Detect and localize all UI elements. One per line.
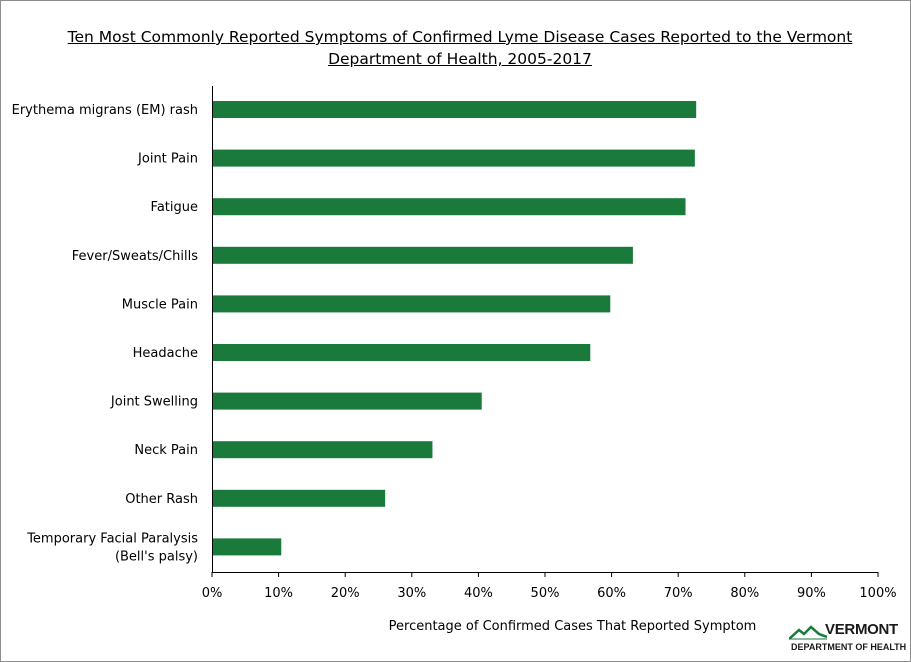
logo-name: VERMONT — [825, 621, 898, 638]
bar — [212, 392, 482, 410]
x-tick-label: 10% — [264, 586, 293, 601]
x-tick-label: 60% — [597, 586, 626, 601]
category-label: Temporary Facial Paralysis — [26, 531, 198, 546]
category-label: (Bell's palsy) — [115, 549, 198, 564]
category-label: Erythema migrans (EM) rash — [12, 103, 198, 118]
chart-title: Ten Most Commonly Reported Symptoms of C… — [67, 28, 853, 68]
bar — [212, 441, 433, 459]
category-label: Fatigue — [151, 200, 198, 215]
bar — [212, 149, 695, 167]
bar — [212, 489, 386, 507]
bar — [212, 198, 686, 216]
x-tick-label: 90% — [797, 586, 826, 601]
category-label: Fever/Sweats/Chills — [72, 249, 198, 264]
x-tick-label: 0% — [202, 586, 223, 601]
x-tick-label: 30% — [397, 586, 426, 601]
bar — [212, 295, 611, 313]
bar — [212, 344, 591, 361]
category-label: Joint Swelling — [110, 395, 198, 410]
x-tick-label: 100% — [859, 586, 896, 601]
mountain-logo-icon — [789, 625, 827, 640]
bar — [212, 538, 282, 556]
category-label: Other Rash — [125, 492, 198, 507]
x-tick-label: 70% — [664, 586, 693, 601]
category-label: Muscle Pain — [122, 297, 198, 312]
x-axis-title: Percentage of Confirmed Cases That Repor… — [388, 619, 757, 634]
x-tick-label: 50% — [531, 586, 560, 601]
x-tick-label: 20% — [331, 586, 360, 601]
category-label: Headache — [133, 346, 198, 361]
bar — [212, 246, 633, 264]
x-tick-label: 40% — [464, 586, 493, 601]
vermont-health-logo: VERMONT DEPARTMENT OF HEALTH — [789, 621, 906, 657]
category-label: Joint Pain — [137, 152, 198, 167]
bar — [212, 101, 697, 118]
x-tick-label: 80% — [730, 586, 759, 601]
logo-subtitle: DEPARTMENT OF HEALTH — [791, 642, 907, 652]
category-label: Neck Pain — [134, 443, 198, 458]
